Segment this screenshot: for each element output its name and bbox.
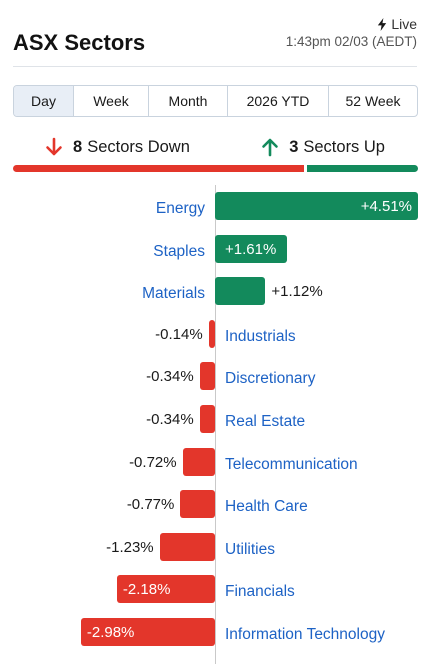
page-title: ASX Sectors: [13, 30, 146, 55]
period-tabs: Day Week Month 2026 YTD 52 Week: [13, 85, 418, 117]
header: ASX Sectors Live 1:43pm 02/03 (AEDT): [13, 14, 417, 58]
bar: [208, 319, 215, 348]
bar: [180, 490, 215, 519]
sector-name[interactable]: Utilities: [225, 540, 275, 558]
tab-day[interactable]: Day: [14, 86, 74, 116]
value-label: -0.72%: [129, 453, 177, 471]
bar: [159, 532, 215, 561]
bar: [215, 192, 418, 220]
chart-axis: [215, 185, 216, 664]
value-label: -0.77%: [126, 496, 175, 514]
ratio-bar-down: [13, 165, 304, 172]
value-label: +4.51%: [360, 198, 412, 215]
sector-row[interactable]: -0.77% Health Care: [0, 487, 430, 519]
arrow-down-icon: [46, 137, 62, 156]
bar: [215, 277, 266, 306]
sector-name[interactable]: Staples: [153, 242, 205, 260]
advance-decline-bar: [13, 165, 418, 172]
sector-name[interactable]: Energy: [155, 200, 205, 217]
sector-row[interactable]: +1.12% Materials: [0, 274, 430, 306]
sector-name[interactable]: Materials: [142, 285, 205, 303]
value-label: -0.34%: [146, 368, 194, 386]
value-label: -0.34%: [146, 411, 194, 428]
live-label: Live: [391, 16, 417, 32]
value-label: -2.98%: [86, 624, 135, 641]
sector-row[interactable]: +4.51% Energy: [0, 189, 430, 221]
bar: [199, 405, 215, 433]
value-label: +1.12%: [271, 283, 323, 301]
sector-name[interactable]: Information Technology: [225, 626, 385, 643]
tab-label: Month: [168, 93, 208, 109]
sector-row[interactable]: -0.14% Industrials: [0, 317, 430, 349]
tab-label: 52 Week: [345, 93, 401, 109]
value-label: -0.14%: [155, 325, 203, 343]
bar: [80, 618, 215, 646]
timestamp: 1:43pm 02/03 (AEDT): [285, 34, 417, 49]
sector-row[interactable]: -0.72% Telecommunication: [0, 445, 430, 477]
sector-name[interactable]: Industrials: [225, 327, 296, 345]
sectors-up-summary: 3 Sectors Up: [261, 137, 385, 157]
sector-summary: 8 Sectors Down 3 Sectors Up: [13, 133, 417, 161]
value-label: -1.23%: [106, 538, 154, 556]
sectors-down-summary: 8 Sectors Down: [45, 137, 190, 157]
arrow-up-icon: [262, 138, 278, 157]
sector-row[interactable]: -1.23% Utilities: [0, 530, 430, 562]
bar: [199, 362, 215, 391]
bar: [215, 234, 288, 263]
sector-performance-chart: +4.51% Energy +1.61% Staples +1.12% Materials…: [0, 185, 430, 664]
value-label: -2.18%: [122, 581, 171, 599]
sector-row[interactable]: -0.34% Discretionary: [0, 359, 430, 391]
value-label: +1.61%: [225, 240, 277, 258]
live-status: Live 1:43pm 02/03 (AEDT): [286, 16, 417, 49]
sectors-up-count: 3: [289, 137, 299, 156]
tab-52-week[interactable]: 52 Week: [329, 86, 417, 116]
lightning-icon: [378, 17, 387, 31]
tab-label: 2026 YTD: [246, 93, 310, 109]
tab-label: Week: [93, 93, 129, 109]
divider: [13, 66, 417, 67]
sector-row[interactable]: -2.98% Information Technology: [0, 615, 430, 647]
tab-month[interactable]: Month: [149, 86, 228, 116]
sector-name[interactable]: Financials: [225, 583, 295, 601]
tab-label: Day: [31, 93, 56, 109]
sector-name[interactable]: Real Estate: [225, 413, 306, 430]
sector-name[interactable]: Telecommunication: [225, 455, 358, 473]
sectors-down-count: 8: [73, 137, 83, 156]
ratio-bar-up: [307, 165, 418, 172]
bar: [116, 575, 215, 604]
sector-name[interactable]: Health Care: [225, 498, 308, 516]
sectors-down-label: Sectors Down: [87, 137, 190, 156]
sector-row[interactable]: +1.61% Staples: [0, 232, 430, 264]
tab-week[interactable]: Week: [74, 86, 149, 116]
sectors-up-label: Sectors Up: [303, 137, 385, 156]
bar: [182, 447, 215, 476]
sector-name[interactable]: Discretionary: [225, 370, 316, 388]
sector-row[interactable]: -2.18% Financials: [0, 572, 430, 604]
tab-2026-ytd[interactable]: 2026 YTD: [228, 86, 329, 116]
sector-row[interactable]: -0.34% Real Estate: [0, 402, 430, 434]
